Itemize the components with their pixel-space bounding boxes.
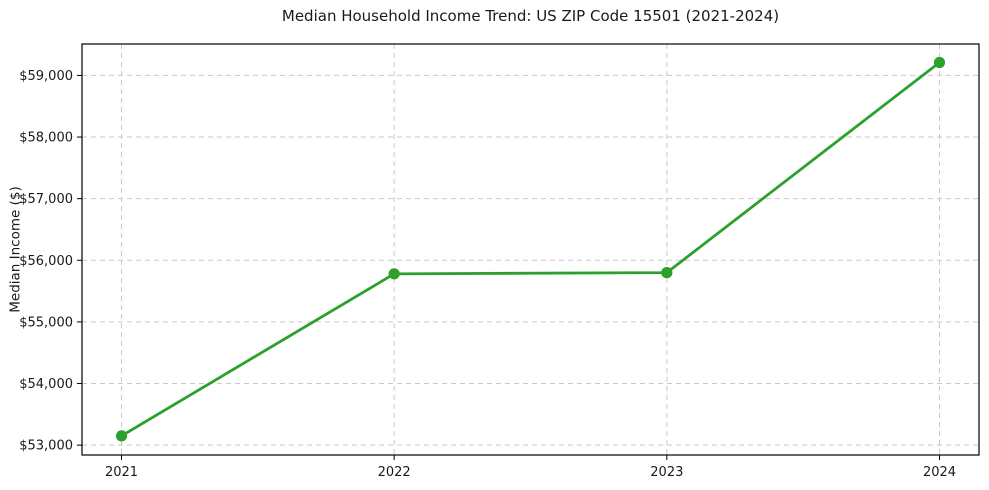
x-tick-label-2023: 2023: [650, 465, 683, 480]
trend-line: [120, 61, 941, 438]
plot-border: [81, 43, 980, 456]
data-point-2024: [933, 56, 946, 69]
x-tick-label-2022: 2022: [378, 465, 411, 480]
data-point-2021: [115, 430, 128, 442]
y-tick-label-0: $53,000: [19, 439, 73, 454]
data-point-2023: [661, 267, 673, 279]
y-tick-label-3: $56,000: [19, 254, 73, 269]
y-tick-label-4: $57,000: [19, 192, 73, 207]
chart-title: Median Household Income Trend: US ZIP Co…: [281, 7, 780, 25]
y-tick-label-2: $55,000: [19, 315, 73, 330]
x-tick-label-2021: 2021: [105, 465, 138, 480]
y-tick-label-5: $58,000: [19, 131, 73, 146]
x-tick-label-2024: 2024: [923, 465, 956, 480]
data-point-2022: [388, 268, 400, 280]
y-tick-label-6: $59,000: [19, 69, 73, 84]
y-tick-label-1: $54,000: [19, 377, 73, 392]
